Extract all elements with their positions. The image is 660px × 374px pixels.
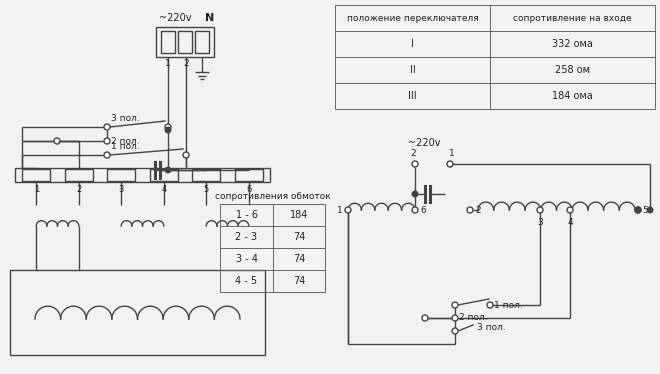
Text: сопротивление на входе: сопротивление на входе xyxy=(513,13,632,22)
Text: 3: 3 xyxy=(119,185,124,194)
Text: ~220v: ~220v xyxy=(159,13,191,23)
Bar xyxy=(65,169,92,181)
Circle shape xyxy=(537,207,543,213)
Circle shape xyxy=(165,167,171,173)
Bar xyxy=(161,31,175,53)
Circle shape xyxy=(647,207,653,213)
Text: 1: 1 xyxy=(449,149,455,158)
Circle shape xyxy=(487,302,493,308)
Text: 3 пол.: 3 пол. xyxy=(477,324,506,332)
Text: сопротивления обмоток: сопротивления обмоток xyxy=(214,192,331,201)
Text: 74: 74 xyxy=(293,254,305,264)
Bar xyxy=(10,270,265,355)
Circle shape xyxy=(104,124,110,130)
Circle shape xyxy=(345,207,351,213)
Bar xyxy=(193,169,220,181)
Text: 3 - 4: 3 - 4 xyxy=(236,254,257,264)
Text: 2: 2 xyxy=(410,149,416,158)
Circle shape xyxy=(422,315,428,321)
Text: 3 пол.: 3 пол. xyxy=(111,114,140,123)
Text: 2 пол.: 2 пол. xyxy=(459,313,488,322)
Circle shape xyxy=(635,207,641,213)
Text: 2: 2 xyxy=(475,205,480,215)
Circle shape xyxy=(412,191,418,197)
Text: 2: 2 xyxy=(76,185,81,194)
Text: 1 пол.: 1 пол. xyxy=(494,300,523,310)
Text: 184 ома: 184 ома xyxy=(552,91,593,101)
Circle shape xyxy=(452,328,458,334)
Circle shape xyxy=(104,138,110,144)
Text: 74: 74 xyxy=(293,276,305,286)
Text: 258 ом: 258 ом xyxy=(555,65,590,75)
Text: 4 - 5: 4 - 5 xyxy=(236,276,257,286)
Bar xyxy=(235,169,263,181)
Bar xyxy=(15,168,270,182)
Circle shape xyxy=(54,138,60,144)
Text: 5: 5 xyxy=(642,205,647,215)
Bar xyxy=(156,27,214,57)
Text: 2 пол.: 2 пол. xyxy=(111,137,140,145)
Bar xyxy=(220,204,325,292)
Text: положение переключателя: положение переключателя xyxy=(346,13,478,22)
Circle shape xyxy=(567,207,573,213)
Bar xyxy=(150,169,178,181)
Circle shape xyxy=(165,127,171,133)
Text: 4: 4 xyxy=(567,218,573,227)
Text: 184: 184 xyxy=(290,210,308,220)
Circle shape xyxy=(183,152,189,158)
Text: 6: 6 xyxy=(246,185,251,194)
Text: 1 - 6: 1 - 6 xyxy=(236,210,257,220)
Circle shape xyxy=(165,124,171,130)
Text: 2 - 3: 2 - 3 xyxy=(236,232,257,242)
Text: 5: 5 xyxy=(204,185,209,194)
Circle shape xyxy=(104,152,110,158)
Circle shape xyxy=(635,207,641,213)
Text: III: III xyxy=(408,91,417,101)
Bar xyxy=(108,169,135,181)
Text: 1 пол.: 1 пол. xyxy=(111,142,140,151)
Text: 1: 1 xyxy=(337,205,343,215)
Text: 1: 1 xyxy=(165,59,171,68)
Circle shape xyxy=(412,161,418,167)
Text: 1: 1 xyxy=(34,185,39,194)
Text: I: I xyxy=(411,39,414,49)
Text: 332 ома: 332 ома xyxy=(552,39,593,49)
Text: ~220v: ~220v xyxy=(409,138,441,148)
Circle shape xyxy=(447,161,453,167)
Text: 3: 3 xyxy=(537,218,543,227)
Bar xyxy=(335,5,655,109)
Text: 74: 74 xyxy=(293,232,305,242)
Text: 2: 2 xyxy=(183,59,189,68)
Circle shape xyxy=(452,302,458,308)
Circle shape xyxy=(467,207,473,213)
Text: N: N xyxy=(205,13,214,23)
Text: 6: 6 xyxy=(420,205,426,215)
Text: 4: 4 xyxy=(161,185,166,194)
Text: II: II xyxy=(410,65,415,75)
Bar xyxy=(195,31,209,53)
Circle shape xyxy=(412,207,418,213)
Bar xyxy=(22,169,50,181)
Bar xyxy=(178,31,192,53)
Circle shape xyxy=(452,315,458,321)
